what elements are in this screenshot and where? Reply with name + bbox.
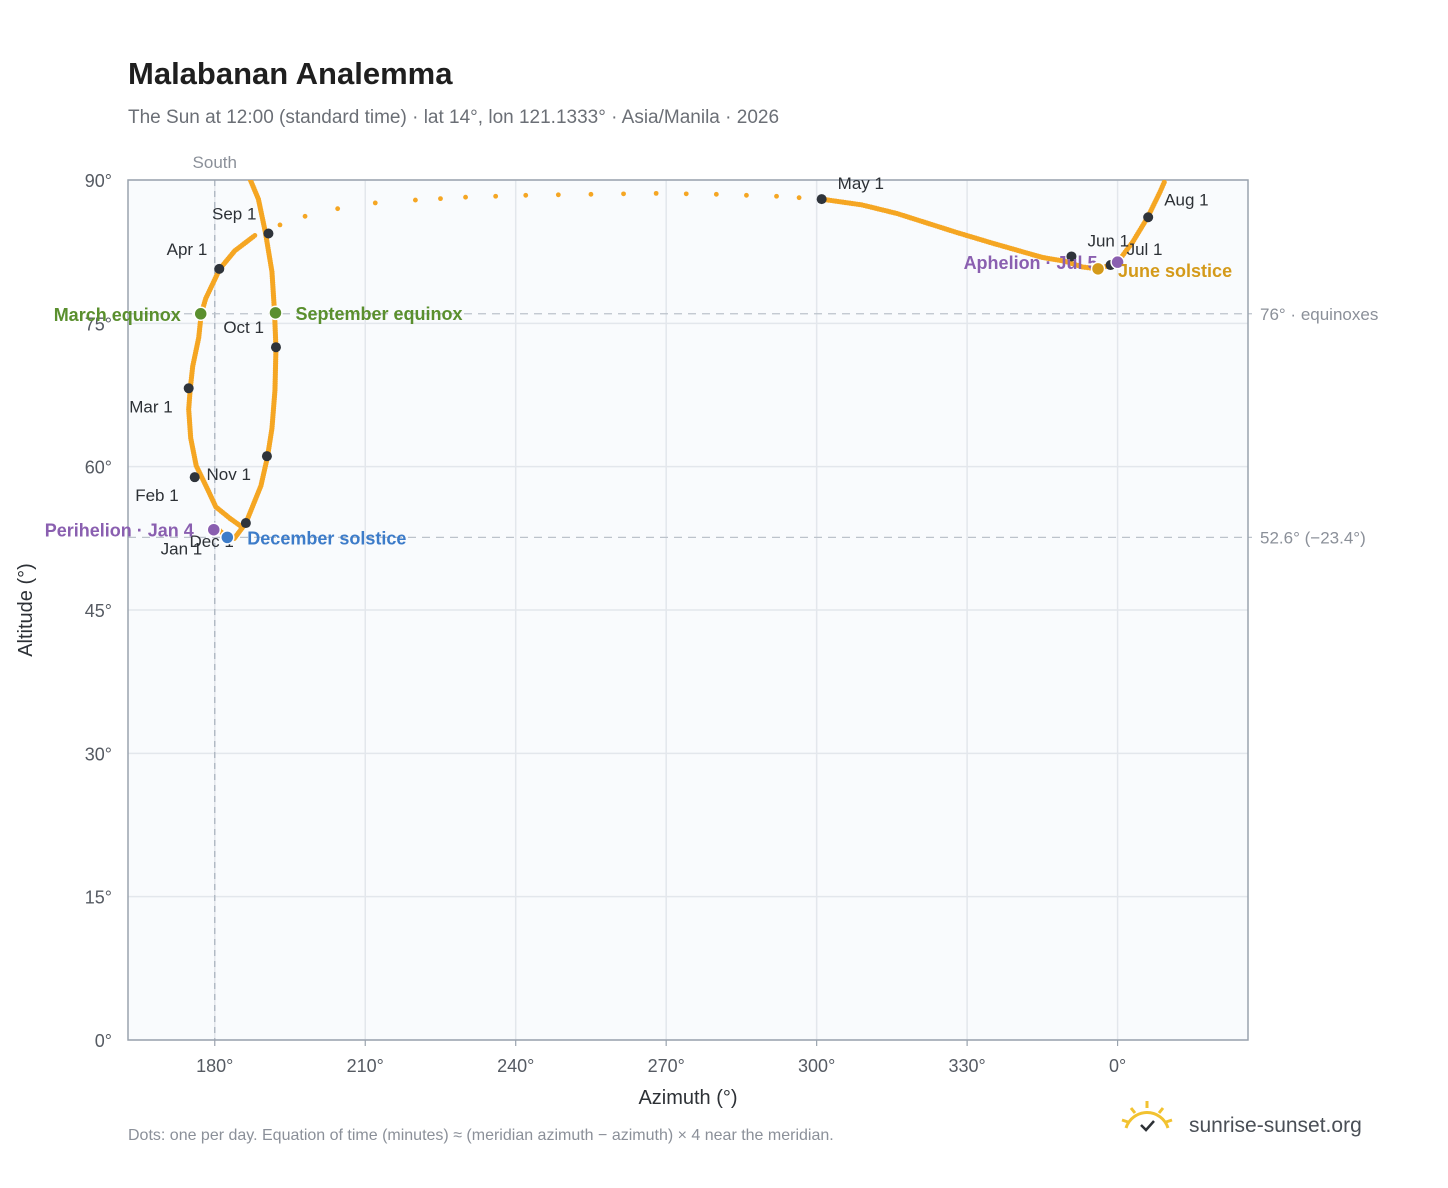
month-marker (214, 263, 225, 274)
reference-label: 76° · equinoxes (1260, 305, 1378, 324)
month-label: Jul 1 (1127, 240, 1163, 259)
event-marker (1090, 261, 1106, 277)
day-dot (744, 192, 749, 198)
sun-ray-icon (1129, 1107, 1137, 1114)
day-dot (493, 193, 499, 199)
month-marker (816, 194, 827, 205)
event-marker (268, 305, 283, 321)
day-dot (302, 213, 308, 219)
month-label: May 1 (838, 174, 884, 193)
check-icon (1140, 1120, 1155, 1132)
day-dot (335, 206, 341, 212)
y-tick-label: 75° (85, 314, 112, 334)
x-tick-label: 270° (648, 1056, 685, 1076)
brand-name[interactable]: sunrise-sunset.org (1189, 1114, 1362, 1137)
event-label: March equinox (54, 305, 181, 325)
event-label: September equinox (295, 304, 462, 324)
day-dot (774, 193, 779, 199)
month-marker (263, 228, 274, 239)
event-marker (220, 530, 235, 545)
x-tick-label: 0° (1109, 1056, 1126, 1076)
day-dot (713, 191, 719, 197)
sun-ray-icon (1157, 1107, 1165, 1114)
month-label: Jan 1 (161, 540, 203, 559)
month-label: Apr 1 (167, 240, 208, 259)
chart-subtitle: The Sun at 12:00 (standard time) · lat 1… (128, 107, 779, 128)
x-tick-label: 210° (347, 1056, 384, 1076)
y-tick-label: 60° (85, 458, 112, 478)
y-tick-label: 90° (85, 171, 112, 191)
month-label: Sep 1 (212, 205, 256, 224)
y-tick-label: 45° (85, 601, 112, 621)
sun-ray-icon (1165, 1118, 1173, 1124)
event-marker (206, 522, 222, 537)
day-dot (412, 197, 418, 203)
event-marker (193, 306, 208, 322)
day-dot (523, 192, 529, 198)
month-marker (1143, 212, 1154, 223)
day-dot (252, 233, 258, 238)
event-marker (1110, 254, 1125, 270)
day-dot (1161, 180, 1167, 185)
month-label: Feb 1 (135, 486, 178, 505)
month-marker (183, 383, 194, 394)
month-marker (261, 451, 272, 462)
month-marker (240, 518, 251, 529)
month-label: Mar 1 (129, 397, 172, 416)
day-dot (438, 196, 443, 202)
x-tick-label: 240° (497, 1056, 534, 1076)
event-label: June solstice (1118, 261, 1232, 281)
day-dot (372, 200, 378, 206)
month-marker (1066, 251, 1077, 262)
analemma-path (186, 180, 1167, 541)
sun-icon (1124, 1111, 1170, 1129)
event-label: Perihelion · Jan 4 (45, 521, 194, 541)
day-dot (683, 191, 689, 197)
x-tick-label: 330° (949, 1056, 986, 1076)
month-marker (189, 472, 200, 483)
y-axis-label: Altitude (°) (15, 563, 37, 657)
event-label: Aphelion · Jul 5 (964, 253, 1098, 273)
month-label: Nov 1 (207, 465, 251, 484)
reference-label: 52.6° (−23.4°) (1260, 528, 1366, 547)
x-axis-label: Azimuth (°) (638, 1087, 737, 1109)
sun-ray-icon (1121, 1118, 1129, 1124)
y-axis-ticks: 0° 15° 30° 45° 60° 75° 90° (85, 171, 112, 1051)
day-dot (277, 222, 283, 228)
x-tick-label: 300° (798, 1056, 835, 1076)
day-dot (621, 191, 626, 197)
south-label: South (193, 153, 237, 172)
event-markers: March equinox September equinox Perihelion… (45, 253, 1232, 548)
month-label: Aug 1 (1164, 190, 1208, 209)
x-tick-label: 180° (196, 1056, 233, 1076)
month-label: Oct 1 (223, 318, 264, 337)
day-dot (653, 190, 659, 196)
day-dot (463, 194, 468, 200)
plot-frame (127, 179, 1249, 1041)
y-tick-label: 0° (95, 1031, 112, 1051)
brand-logo (1121, 1101, 1173, 1132)
y-tick-label: 30° (85, 744, 112, 764)
x-axis-ticks: 180° 210° 240° 270° 300° 330° 0° (196, 1040, 1126, 1076)
month-marker (270, 342, 281, 353)
chart-title: Malabanan Analemma (128, 56, 453, 91)
y-tick-label: 15° (85, 888, 112, 908)
day-dot (796, 195, 802, 201)
month-label: Jun 1 (1087, 231, 1129, 250)
event-label: December solstice (247, 528, 406, 548)
footnote: Dots: one per day. Equation of time (min… (128, 1127, 834, 1144)
day-dot (555, 192, 561, 198)
day-dot (588, 191, 594, 197)
reference-lines: South 76° · equinoxes 52.6° (−23.4°) (128, 153, 1378, 1040)
